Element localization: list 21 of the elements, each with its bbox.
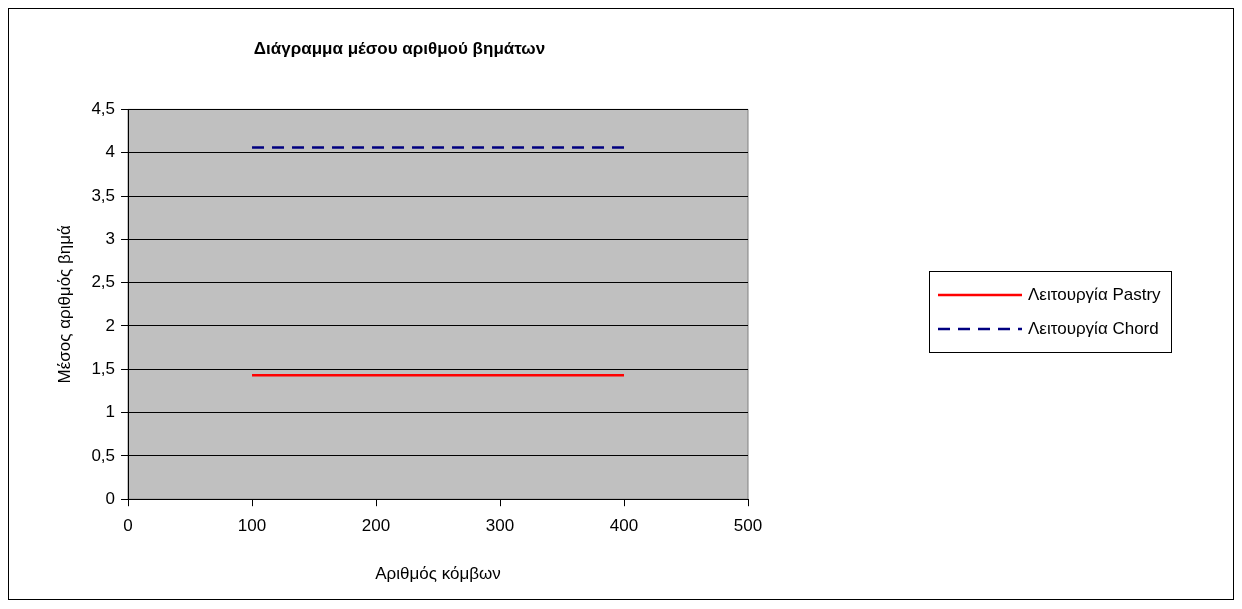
y-tick-label: 4 (105, 142, 116, 162)
legend-label: Λειτουργία Chord (1028, 319, 1159, 339)
y-axis-title: Μέσος αριθμός βημά (54, 224, 74, 384)
legend-label: Λειτουργία Pastry (1028, 285, 1161, 305)
y-tick-label: 3 (105, 229, 116, 249)
y-tick-label: 3,5 (91, 185, 116, 205)
y-tick-label: 0,5 (91, 445, 116, 465)
y-tick-label: 0 (105, 488, 116, 508)
y-tick-label: 4,5 (91, 99, 116, 119)
x-tick-label: 100 (237, 516, 267, 536)
x-tick-label: 400 (609, 516, 639, 536)
x-axis-title: Αριθμός κόμβων (375, 564, 501, 584)
x-tick-label: 0 (123, 516, 133, 536)
x-tick-label: 300 (485, 516, 515, 536)
chart-title: Διάγραμμα μέσου αριθμού βημάτων (253, 38, 546, 58)
y-tick-label: 1,5 (91, 358, 116, 378)
y-tick-label: 2,5 (91, 272, 116, 292)
x-tick-label: 500 (733, 516, 763, 536)
y-tick-label: 1 (105, 402, 116, 422)
y-tick-label: 2 (105, 315, 116, 335)
x-tick-label: 200 (361, 516, 391, 536)
